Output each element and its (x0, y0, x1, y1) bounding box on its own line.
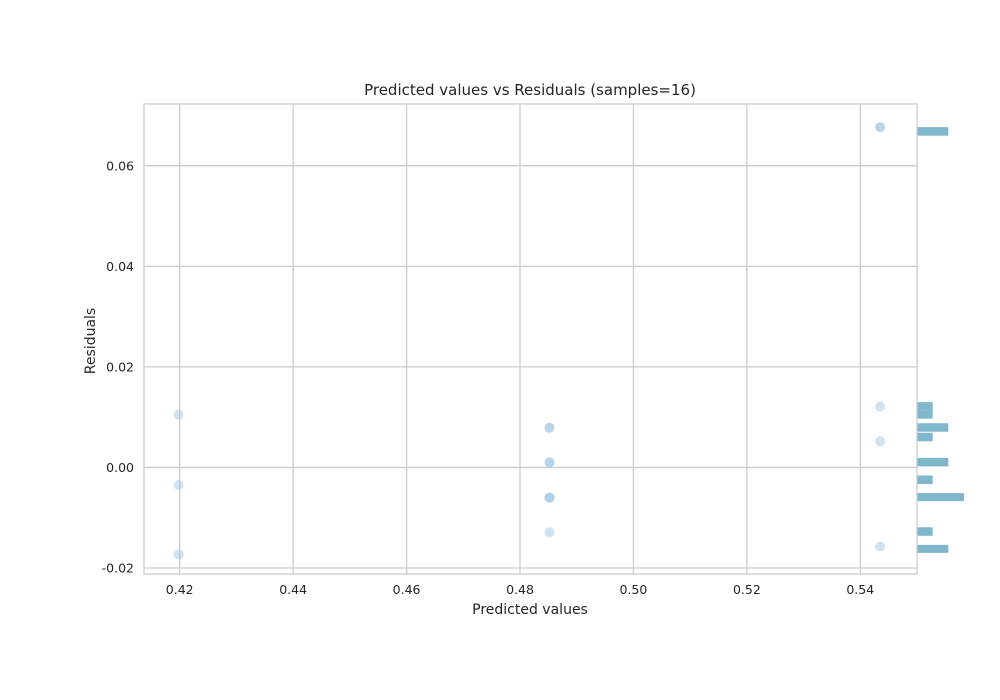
histogram-bar (917, 423, 949, 432)
residual-histogram (917, 127, 964, 553)
data-point (875, 436, 886, 447)
y-axis-ticks: -0.02 0.00 0.02 0.04 0.06 (102, 158, 134, 575)
y-tick-label: 0.02 (106, 359, 134, 374)
x-tick-label: 0.44 (279, 582, 307, 597)
histogram-bar (917, 410, 933, 419)
x-tick-label: 0.46 (393, 582, 421, 597)
y-tick-label: -0.02 (102, 560, 134, 575)
y-tick-label: 0.04 (106, 259, 134, 274)
data-point (173, 549, 184, 560)
y-tick-label: 0.00 (106, 460, 134, 475)
y-axis-label: Residuals (83, 308, 99, 374)
histogram-bar (917, 402, 933, 411)
x-axis-label: Predicted values (472, 602, 588, 618)
data-point (173, 480, 184, 491)
x-tick-label: 0.42 (166, 582, 194, 597)
y-tick-label: 0.06 (106, 158, 134, 173)
data-point (875, 122, 886, 133)
x-axis-ticks: 0.42 0.44 0.46 0.48 0.50 0.52 0.54 (166, 582, 874, 597)
histogram-bar (917, 457, 949, 467)
x-tick-label: 0.52 (733, 582, 761, 597)
x-tick-label: 0.48 (506, 582, 534, 597)
histogram-bar (917, 432, 933, 442)
chart-title: Predicted values vs Residuals (samples=1… (364, 81, 696, 99)
histogram-bar (917, 527, 933, 536)
histogram-bar (917, 127, 949, 136)
data-point (875, 541, 886, 552)
data-point (544, 527, 555, 538)
plot-frame (143, 103, 918, 575)
histogram-bar (917, 544, 949, 553)
x-tick-label: 0.50 (620, 582, 648, 597)
x-tick-label: 0.54 (846, 582, 874, 597)
scatter-points (173, 122, 886, 560)
data-point (875, 401, 886, 412)
histogram-bar (917, 475, 933, 485)
data-point (544, 422, 555, 433)
data-point (544, 457, 555, 468)
data-point (173, 409, 184, 420)
histogram-bar (917, 493, 964, 502)
grid-lines (144, 104, 917, 574)
data-point (544, 492, 555, 503)
